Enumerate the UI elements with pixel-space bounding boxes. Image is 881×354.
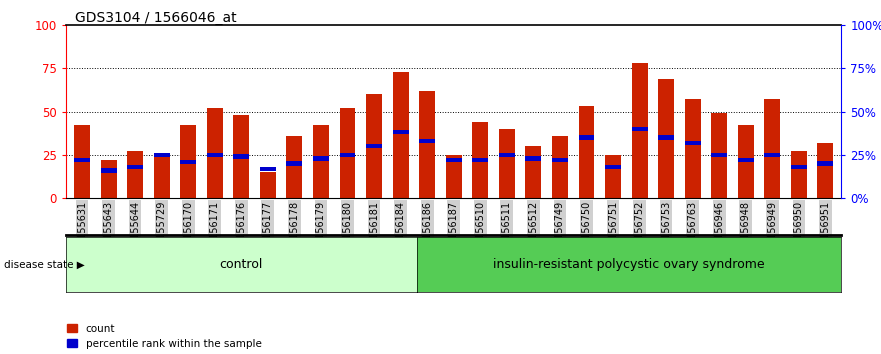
Bar: [472, 158, 488, 162]
Legend: count, percentile rank within the sample: count, percentile rank within the sample: [67, 324, 262, 349]
Bar: [791, 165, 807, 169]
Bar: [552, 158, 568, 162]
Bar: [818, 143, 833, 198]
Bar: [100, 160, 116, 198]
Bar: [153, 155, 170, 198]
Bar: [260, 172, 276, 198]
Bar: [711, 113, 727, 198]
Bar: [393, 72, 409, 198]
Bar: [74, 158, 90, 162]
Bar: [233, 115, 249, 198]
Bar: [286, 161, 302, 166]
Bar: [632, 63, 648, 198]
Bar: [393, 130, 409, 135]
Bar: [525, 146, 541, 198]
Bar: [737, 125, 754, 198]
Bar: [127, 152, 143, 198]
Bar: [419, 139, 435, 143]
Bar: [472, 122, 488, 198]
Bar: [181, 125, 196, 198]
Bar: [579, 135, 595, 140]
Bar: [737, 158, 754, 162]
Bar: [153, 153, 170, 157]
Bar: [286, 136, 302, 198]
Bar: [818, 161, 833, 166]
Bar: [366, 144, 382, 148]
Bar: [339, 108, 355, 198]
Bar: [499, 129, 515, 198]
Bar: [552, 136, 568, 198]
Bar: [446, 155, 462, 198]
Bar: [313, 156, 329, 160]
Text: control: control: [219, 258, 263, 271]
Bar: [313, 125, 329, 198]
Bar: [605, 165, 621, 169]
Bar: [499, 153, 515, 157]
Bar: [579, 106, 595, 198]
Bar: [658, 135, 674, 140]
Bar: [127, 165, 143, 169]
Bar: [207, 153, 223, 157]
Bar: [658, 79, 674, 198]
Text: GDS3104 / 1566046_at: GDS3104 / 1566046_at: [75, 11, 236, 25]
Bar: [791, 152, 807, 198]
Bar: [765, 153, 781, 157]
Bar: [765, 99, 781, 198]
Bar: [260, 167, 276, 171]
Bar: [525, 156, 541, 160]
Bar: [711, 153, 727, 157]
Bar: [419, 91, 435, 198]
Bar: [446, 158, 462, 162]
Bar: [74, 125, 90, 198]
Bar: [207, 108, 223, 198]
Bar: [685, 99, 700, 198]
Bar: [100, 168, 116, 173]
Bar: [181, 160, 196, 164]
Text: insulin-resistant polycystic ovary syndrome: insulin-resistant polycystic ovary syndr…: [493, 258, 765, 271]
Bar: [233, 154, 249, 159]
Bar: [632, 127, 648, 131]
Bar: [605, 155, 621, 198]
Text: disease state ▶: disease state ▶: [4, 259, 85, 270]
Bar: [685, 141, 700, 145]
Bar: [366, 94, 382, 198]
Bar: [339, 153, 355, 157]
